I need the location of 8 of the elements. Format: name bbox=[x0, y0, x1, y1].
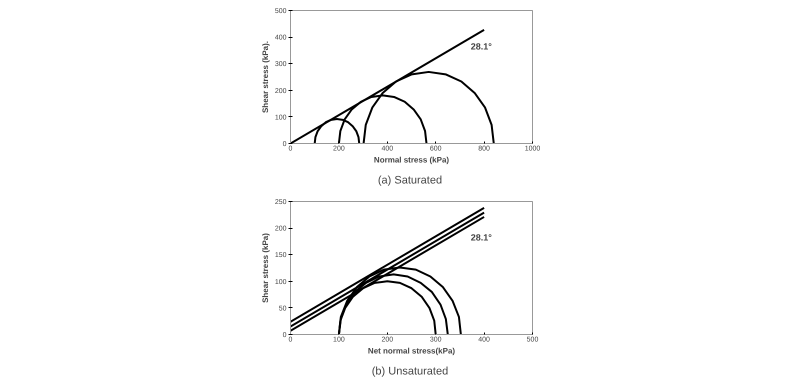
text: (a) Saturated bbox=[378, 174, 442, 186]
x-axis-title: Net normal stress(kPa) bbox=[368, 346, 456, 356]
y-axis-title: Shear stress (kPa). bbox=[260, 40, 270, 114]
y-axis-title: Shear stress (kPa) bbox=[260, 232, 270, 303]
text: (b) Unsaturated bbox=[372, 366, 448, 378]
x-axis-title: Normal stress (kPa) bbox=[374, 156, 450, 164]
annotation: 28.1° bbox=[470, 232, 492, 243]
annotation: 28.1° bbox=[470, 42, 492, 52]
